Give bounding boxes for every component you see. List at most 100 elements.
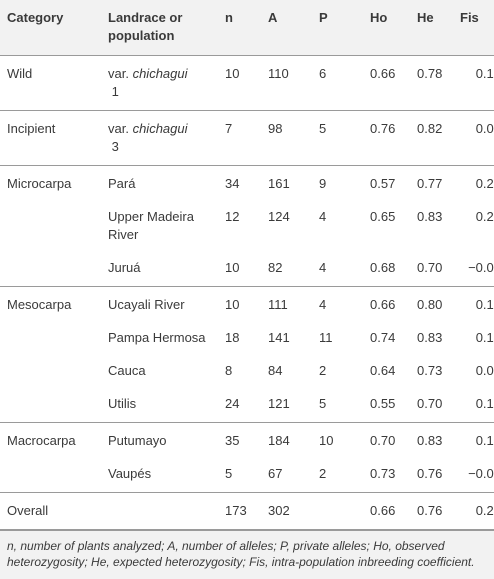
n-cell: 12 <box>225 209 240 224</box>
population-text: var. <box>108 66 133 81</box>
header-a: A <box>268 0 319 56</box>
fis-cell: 0.16 <box>475 297 494 312</box>
n-cell: 10 <box>225 260 240 275</box>
header-ho: Ho <box>370 0 417 56</box>
a-cell: 82 <box>268 260 283 275</box>
ho-cell: 0.76 <box>370 121 396 136</box>
population-text: Upper Madeira River <box>108 209 194 242</box>
p-cell: 10 <box>319 433 334 448</box>
p-cell: 5 <box>319 121 327 136</box>
population-cell: Putumayo <box>108 423 225 458</box>
n-cell: 5 <box>225 466 233 481</box>
population-text: Ucayali River <box>108 297 185 312</box>
row-group: Microcarpa Pará 34 161 9 0.57 0.77 0.28 Upper Ma… <box>0 166 494 287</box>
table-row: Juruá 10 82 4 0.68 0.70 −0.02 <box>0 251 494 287</box>
header-he: He <box>417 0 460 56</box>
a-cell: 161 <box>268 176 290 191</box>
fis-cell: 0.19 <box>475 396 494 411</box>
he-cell: 0.77 <box>417 176 443 191</box>
population-cell: Pará <box>108 166 225 201</box>
a-cell: 110 <box>268 66 289 81</box>
header-p: P <box>319 0 370 56</box>
table-row: Mesocarpa Ucayali River 10 111 4 0.66 0.80 0.16 <box>0 287 494 322</box>
category-cell: Mesocarpa <box>7 297 72 312</box>
population-cell: Juruá <box>108 251 225 287</box>
population-cell: Cauca <box>108 354 225 387</box>
ho-cell: 0.73 <box>370 466 396 481</box>
population-cell: var. chichagui 1 <box>108 56 225 111</box>
footnote-line-1: n, number of plants analyzed; A, number … <box>7 539 445 553</box>
he-cell: 0.80 <box>417 297 443 312</box>
p-cell: 2 <box>319 466 327 481</box>
he-cell: 0.83 <box>417 433 443 448</box>
header-population: Landrace or population <box>108 0 225 56</box>
a-cell: 184 <box>268 433 290 448</box>
n-cell: 35 <box>225 433 240 448</box>
population-text: Pará <box>108 176 136 191</box>
fis-cell: 0.05 <box>475 121 494 136</box>
n-cell: 173 <box>225 503 247 518</box>
header-row: Category Landrace or population n A P Ho… <box>0 0 494 56</box>
table-row: Pampa Hermosa 18 141 11 0.74 0.83 0.10 <box>0 321 494 354</box>
ho-cell: 0.66 <box>370 297 396 312</box>
population-text: var. <box>108 121 133 136</box>
p-cell: 2 <box>319 363 327 378</box>
table-header: Category Landrace or population n A P Ho… <box>0 0 494 56</box>
row-group: Overall 173 302 0.66 0.76 0.21 <box>0 493 494 530</box>
fis-cell: 0.13 <box>475 66 494 81</box>
table-row: Vaupés 5 67 2 0.73 0.76 −0.02 <box>0 457 494 493</box>
row-group: Mesocarpa Ucayali River 10 111 4 0.66 0.80 0.16… <box>0 287 494 423</box>
footnote-line-2: heterozygosity; He, expected heterozygos… <box>7 555 475 569</box>
he-cell: 0.83 <box>417 330 443 345</box>
population-cell: var. chichagui 3 <box>108 111 225 166</box>
he-cell: 0.70 <box>417 396 443 411</box>
category-cell: Microcarpa <box>7 176 72 191</box>
population-cell: Ucayali River <box>108 287 225 322</box>
population-variety-italic: chichagui <box>132 121 188 136</box>
row-group: Macrocarpa Putumayo 35 184 10 0.70 0.83 0.15 Vau… <box>0 423 494 493</box>
header-category: Category <box>0 0 108 56</box>
ho-cell: 0.70 <box>370 433 396 448</box>
population-text: Pampa Hermosa <box>108 330 206 345</box>
n-cell: 24 <box>225 396 240 411</box>
table-row: Upper Madeira River 12 124 4 0.65 0.83 0.20 <box>0 200 494 251</box>
header-n: n <box>225 0 268 56</box>
n-cell: 18 <box>225 330 240 345</box>
p-cell <box>319 493 370 530</box>
genetic-diversity-table: Category Landrace or population n A P Ho… <box>0 0 494 530</box>
category-cell: Macrocarpa <box>7 433 76 448</box>
a-cell: 302 <box>268 503 290 518</box>
he-cell: 0.76 <box>417 466 443 481</box>
category-cell <box>0 457 108 493</box>
a-cell: 84 <box>268 363 283 378</box>
category-cell <box>0 251 108 287</box>
p-cell: 11 <box>319 330 333 345</box>
population-cell: Vaupés <box>108 457 225 493</box>
p-cell: 9 <box>319 176 327 191</box>
he-cell: 0.78 <box>417 66 443 81</box>
table-row: Incipient var. chichagui 3 7 98 5 0.76 0.82 0.0… <box>0 111 494 166</box>
n-cell: 10 <box>225 66 240 81</box>
he-cell: 0.73 <box>417 363 443 378</box>
population-cell <box>108 493 225 530</box>
a-cell: 111 <box>268 297 288 312</box>
a-cell: 98 <box>268 121 283 136</box>
ho-cell: 0.68 <box>370 260 396 275</box>
p-cell: 4 <box>319 209 327 224</box>
n-cell: 7 <box>225 121 233 136</box>
header-fis: Fis <box>460 0 494 56</box>
table-row: Macrocarpa Putumayo 35 184 10 0.70 0.83 0.15 <box>0 423 494 458</box>
ho-cell: 0.74 <box>370 330 396 345</box>
ho-cell: 0.65 <box>370 209 396 224</box>
category-cell <box>0 387 108 423</box>
population-text: Putumayo <box>108 433 167 448</box>
he-cell: 0.70 <box>417 260 443 275</box>
table-footnote: n, number of plants analyzed; A, number … <box>0 530 494 579</box>
population-suffix: 1 <box>108 84 119 99</box>
population-text: Vaupés <box>108 466 152 481</box>
row-group: Incipient var. chichagui 3 7 98 5 0.76 0.82 0.0… <box>0 111 494 166</box>
fis-cell: 0.15 <box>475 433 494 448</box>
ho-cell: 0.55 <box>370 396 396 411</box>
